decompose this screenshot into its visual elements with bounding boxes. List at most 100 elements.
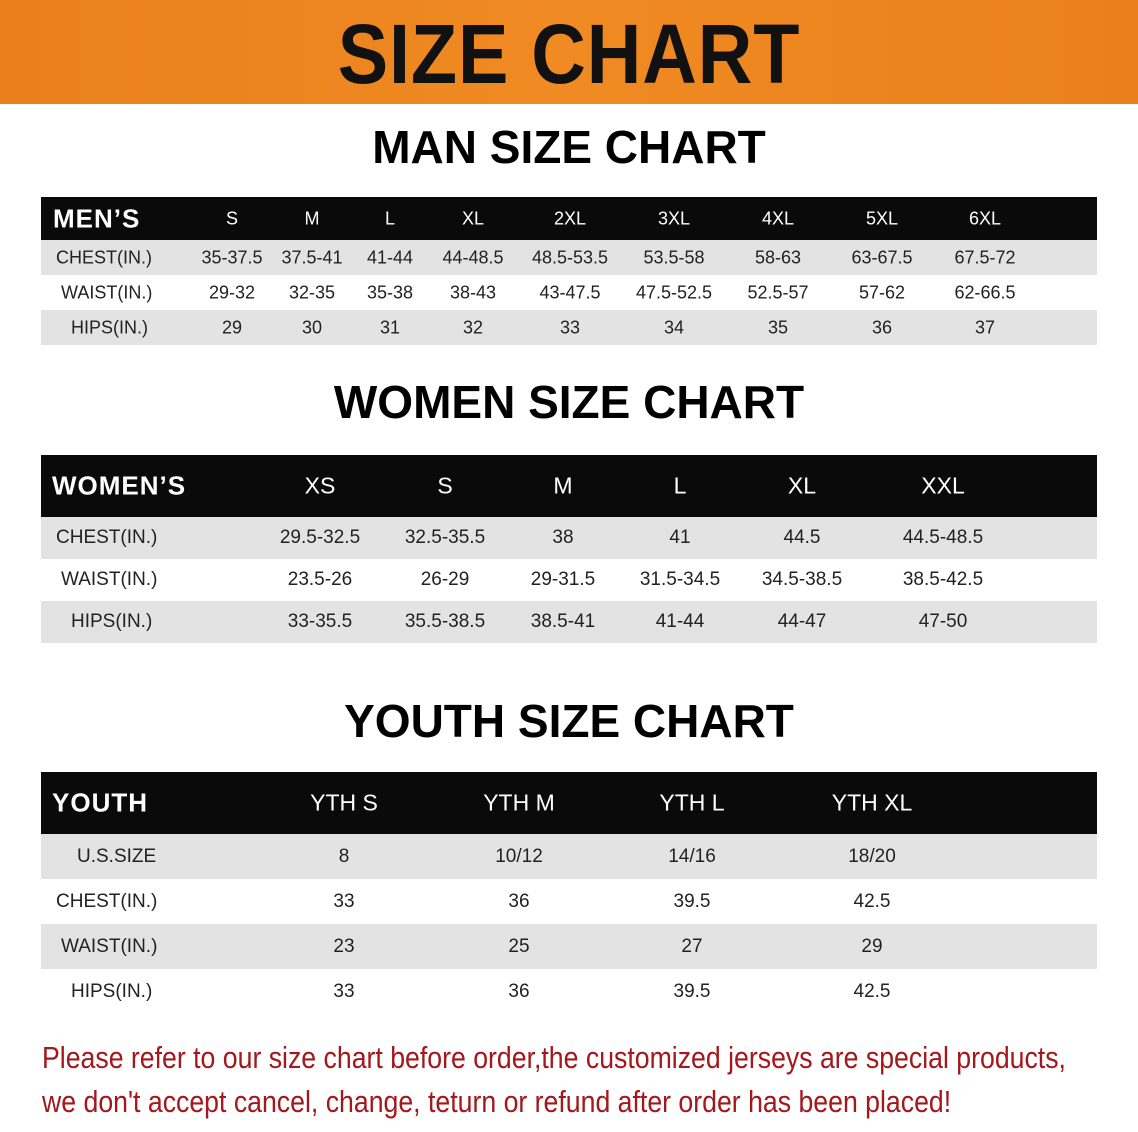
page-title: SIZE CHART <box>337 7 801 101</box>
measurement-label: HIPS(IN.) <box>71 611 153 632</box>
measurement-value: 38.5-42.5 <box>902 569 984 590</box>
measurement-value: 67.5-72 <box>954 247 1016 267</box>
measurement-value: 47.5-52.5 <box>635 282 713 302</box>
youth-size-table: YOUTH YTH S YTH M YTH L YTH XL U.S.SIZE 8 10/12… <box>41 772 1097 1014</box>
order-notice-line-1: Please refer to our size chart before or… <box>42 1040 1066 1075</box>
measurement-value: 29-32 <box>208 282 256 302</box>
measurement-value: 41-44 <box>655 611 705 632</box>
measurement-value: 47-50 <box>918 611 968 632</box>
measurement-value: 8 <box>338 845 350 867</box>
measurement-value: 33 <box>333 980 355 1002</box>
measurement-label: WAIST(IN.) <box>61 569 158 590</box>
measurement-label: CHEST(IN.) <box>56 890 158 912</box>
measurement-value: 36 <box>508 890 530 912</box>
measurement-label: WAIST(IN.) <box>61 282 153 302</box>
measurement-value: 37.5-41 <box>281 247 343 267</box>
measurement-value: 58-63 <box>754 247 802 267</box>
size-header-cell: 3XL <box>657 208 691 228</box>
measurement-value: 57-62 <box>858 282 906 302</box>
table-title-cell: WOMEN’S <box>52 470 187 501</box>
measurement-value: 29 <box>221 317 243 337</box>
measurement-value: 38.5-41 <box>530 611 596 632</box>
measurement-value: 41-44 <box>366 247 414 267</box>
measurement-value: 32.5-35.5 <box>404 527 486 548</box>
measurement-value: 23.5-26 <box>287 569 353 590</box>
measurement-value: 32 <box>462 317 484 337</box>
measurement-value: 52.5-57 <box>747 282 809 302</box>
title-banner: SIZE CHART <box>0 0 1138 104</box>
measurement-value: 33 <box>333 890 355 912</box>
measurement-value: 53.5-58 <box>643 247 705 267</box>
measurement-value: 27 <box>681 935 703 957</box>
size-header-cell: XS <box>304 472 336 499</box>
measurement-value: 38 <box>552 527 574 548</box>
measurement-value: 29-31.5 <box>530 569 596 590</box>
table-row: WAIST(IN.) 23 25 27 29 <box>41 924 1097 969</box>
header-row: MEN’S S M L XL 2XL 3XL 4XL 5XL 6XL <box>41 197 1097 240</box>
measurement-value: 36 <box>508 980 530 1002</box>
table-row: CHEST(IN.) 35-37.5 37.5-41 41-44 44-48.5 48.5… <box>41 240 1097 275</box>
men-size-table: MEN’S S M L XL 2XL 3XL 4XL 5XL 6XL CHEST(IN.) 35-37… <box>41 197 1097 345</box>
size-header-cell: M <box>304 208 320 228</box>
women-size-table: WOMEN’S XS S M L XL XXL CHEST(IN.) 29.5-32.5 32.5… <box>41 455 1097 643</box>
measurement-value: 34.5-38.5 <box>761 569 843 590</box>
measurement-value: 48.5-53.5 <box>531 247 609 267</box>
size-header-cell: 6XL <box>968 208 1002 228</box>
measurement-value: 31.5-34.5 <box>639 569 721 590</box>
measurement-value: 63-67.5 <box>851 247 913 267</box>
measurement-value: 39.5 <box>673 980 711 1002</box>
measurement-value: 31 <box>379 317 401 337</box>
measurement-value: 10/12 <box>495 845 543 867</box>
measurement-label: WAIST(IN.) <box>61 935 158 957</box>
measurement-value: 44.5-48.5 <box>902 527 984 548</box>
order-notice-line-2: we don't accept cancel, change, teturn o… <box>42 1084 952 1119</box>
measurement-value: 44-48.5 <box>442 247 504 267</box>
women-section-title: WOMEN SIZE CHART <box>333 376 805 428</box>
table-row: CHEST(IN.) 29.5-32.5 32.5-35.5 38 41 44.5 44.5… <box>41 517 1097 559</box>
measurement-value: 35.5-38.5 <box>404 611 486 632</box>
measurement-value: 39.5 <box>673 890 711 912</box>
table-row: CHEST(IN.) 33 36 39.5 42.5 <box>41 879 1097 924</box>
measurement-value: 14/16 <box>668 845 716 867</box>
size-header-cell: L <box>384 208 396 228</box>
size-header-cell: YTH S <box>310 789 378 816</box>
measurement-value: 34 <box>663 317 685 337</box>
measurement-value: 23 <box>333 935 355 957</box>
youth-section-title: YOUTH SIZE CHART <box>344 695 794 747</box>
size-header-cell: S <box>225 208 239 228</box>
measurement-value: 35-38 <box>366 282 414 302</box>
measurement-value: 33 <box>559 317 581 337</box>
size-header-cell: 5XL <box>865 208 899 228</box>
measurement-value: 29.5-32.5 <box>279 527 361 548</box>
size-header-cell: YTH XL <box>831 789 913 816</box>
header-row: YOUTH YTH S YTH M YTH L YTH XL <box>41 772 1097 834</box>
table-title-cell: MEN’S <box>53 203 141 233</box>
measurement-value: 32-35 <box>288 282 336 302</box>
measurement-value: 25 <box>508 935 530 957</box>
measurement-value: 35 <box>767 317 789 337</box>
measurement-label: U.S.SIZE <box>77 845 157 867</box>
measurement-value: 18/20 <box>848 845 896 867</box>
measurement-value: 42.5 <box>853 890 891 912</box>
size-header-cell: L <box>673 472 687 499</box>
size-header-cell: S <box>437 472 453 499</box>
measurement-value: 36 <box>871 317 893 337</box>
table-row: U.S.SIZE 8 10/12 14/16 18/20 <box>41 834 1097 879</box>
measurement-label: HIPS(IN.) <box>71 980 153 1002</box>
header-row: WOMEN’S XS S M L XL XXL <box>41 455 1097 517</box>
measurement-value: 35-37.5 <box>201 247 263 267</box>
size-header-cell: 4XL <box>761 208 795 228</box>
size-header-cell: XXL <box>921 472 965 499</box>
table-row: WAIST(IN.) 29-32 32-35 35-38 38-43 43-47.5 47.… <box>41 275 1097 310</box>
measurement-label: HIPS(IN.) <box>71 317 149 337</box>
measurement-value: 26-29 <box>420 569 470 590</box>
table-row: HIPS(IN.) 33 36 39.5 42.5 <box>41 969 1097 1014</box>
measurement-value: 41 <box>669 527 691 548</box>
measurement-value: 38-43 <box>449 282 497 302</box>
size-header-cell: XL <box>787 472 817 499</box>
measurement-value: 33-35.5 <box>287 611 353 632</box>
table-row: WAIST(IN.) 23.5-26 26-29 29-31.5 31.5-34.5 34… <box>41 559 1097 601</box>
men-section-title: MAN SIZE CHART <box>372 121 766 173</box>
measurement-value: 30 <box>301 317 323 337</box>
measurement-label: CHEST(IN.) <box>56 527 158 548</box>
